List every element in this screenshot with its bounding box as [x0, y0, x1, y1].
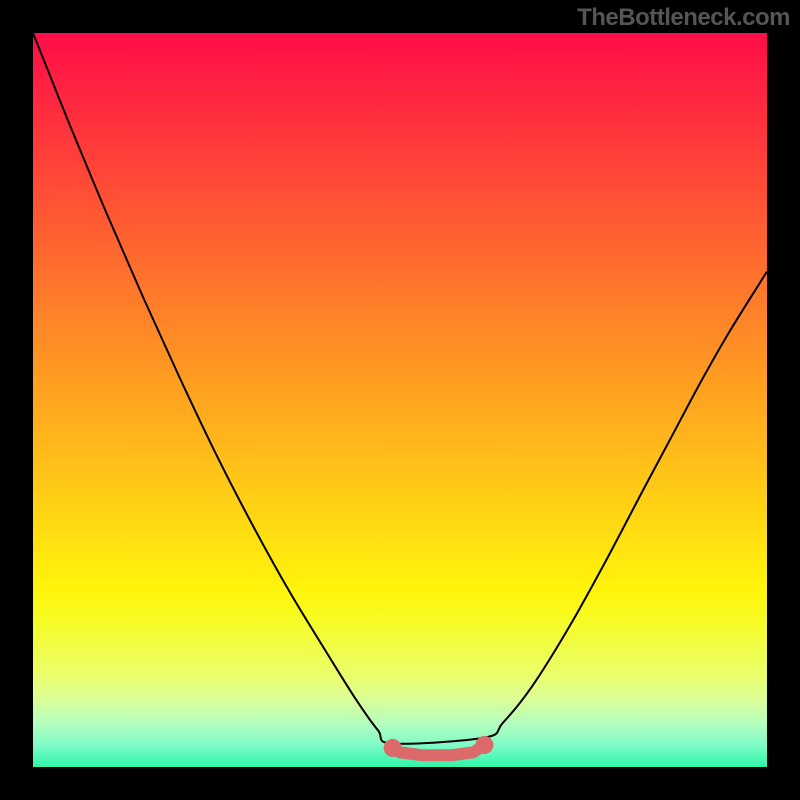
optimal-range-start-dot [384, 739, 402, 757]
bottleneck-chart [0, 0, 800, 800]
chart-container: TheBottleneck.com [0, 0, 800, 800]
watermark-label: TheBottleneck.com [577, 4, 790, 32]
chart-background-gradient [33, 33, 767, 767]
optimal-range-end-dot [475, 736, 493, 754]
